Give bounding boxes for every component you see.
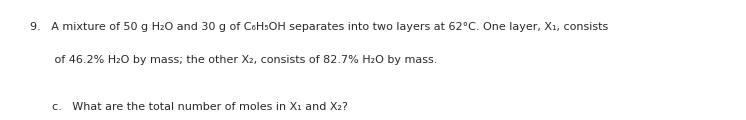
Text: c.   What are the total number of moles in X₁ and X₂?: c. What are the total number of moles in…	[52, 102, 348, 112]
Text: 9.   A mixture of 50 g H₂O and 30 g of C₆H₅OH separates into two layers at 62°C.: 9. A mixture of 50 g H₂O and 30 g of C₆H…	[30, 22, 608, 32]
Text: of 46.2% H₂O by mass; the other X₂, consists of 82.7% H₂O by mass.: of 46.2% H₂O by mass; the other X₂, cons…	[30, 55, 437, 65]
